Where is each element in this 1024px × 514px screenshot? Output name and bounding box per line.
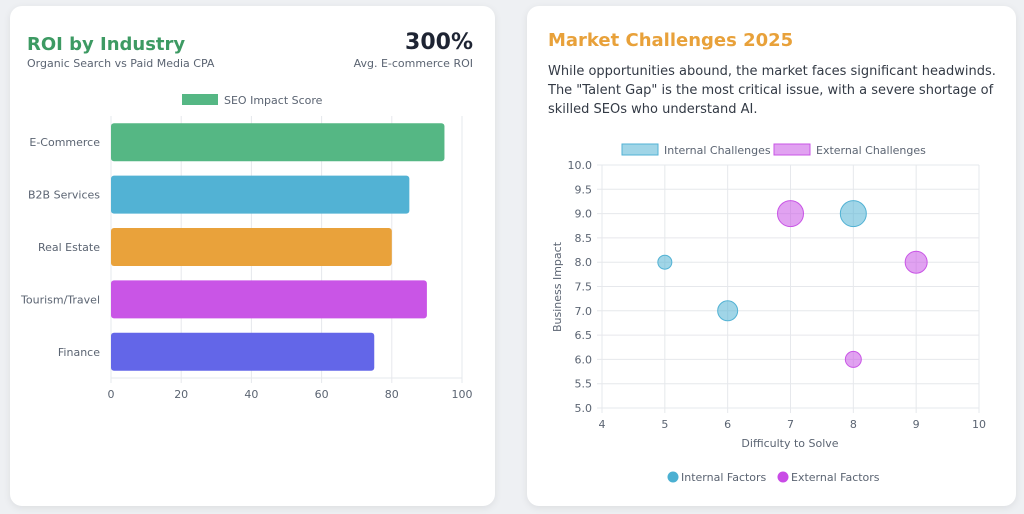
bubble xyxy=(904,250,928,274)
bubble xyxy=(657,254,673,270)
bar xyxy=(111,175,410,214)
x-tick-label: 9 xyxy=(913,418,920,431)
category-label: Finance xyxy=(58,346,100,359)
legend-swatch xyxy=(182,94,218,105)
card-title: ROI by Industry xyxy=(27,34,186,55)
bubble xyxy=(844,350,862,368)
card-title: Market Challenges 2025 xyxy=(548,30,794,51)
y-tick-label: 10.0 xyxy=(568,159,593,172)
category-label: Real Estate xyxy=(38,241,100,254)
y-tick-label: 9.5 xyxy=(575,183,593,196)
bubble xyxy=(717,300,739,322)
bar xyxy=(111,123,445,162)
y-tick-label: 5.0 xyxy=(575,402,593,415)
legend-label: External Challenges xyxy=(816,144,926,157)
legend-swatch xyxy=(773,143,811,156)
y-tick-label: 6.0 xyxy=(575,353,593,366)
y-tick-label: 6.5 xyxy=(575,329,593,342)
bubble xyxy=(839,200,867,228)
x-tick-label: 20 xyxy=(174,388,188,401)
x-tick-label: 60 xyxy=(315,388,329,401)
card-subtitle: Organic Search vs Paid Media CPA xyxy=(27,57,215,70)
x-tick-label: 8 xyxy=(850,418,857,431)
legend-label: SEO Impact Score xyxy=(224,94,323,107)
y-tick-label: 8.0 xyxy=(575,256,593,269)
x-axis-title: Difficulty to Solve xyxy=(741,437,838,450)
category-label: B2B Services xyxy=(28,189,100,202)
x-tick-label: 10 xyxy=(972,418,986,431)
x-tick-label: 100 xyxy=(452,388,473,401)
x-tick-label: 80 xyxy=(385,388,399,401)
x-tick-label: 7 xyxy=(787,418,794,431)
kpi-label: Avg. E-commerce ROI xyxy=(353,57,473,70)
y-tick-label: 9.0 xyxy=(575,208,593,221)
x-tick-label: 4 xyxy=(599,418,606,431)
x-tick-label: 6 xyxy=(724,418,731,431)
x-tick-label: 5 xyxy=(661,418,668,431)
legend-swatch xyxy=(621,143,659,156)
card-paragraph: While opportunities abound, the market f… xyxy=(548,64,996,117)
legend-label: External Factors xyxy=(791,471,880,484)
y-tick-label: 7.5 xyxy=(575,281,593,294)
category-label: Tourism/Travel xyxy=(20,293,100,306)
bar xyxy=(111,280,427,319)
x-tick-label: 0 xyxy=(108,388,115,401)
category-label: E-Commerce xyxy=(29,136,100,149)
legend-label: Internal Factors xyxy=(681,471,767,484)
y-tick-label: 7.0 xyxy=(575,305,593,318)
legend-dot xyxy=(777,471,789,483)
y-tick-label: 8.5 xyxy=(575,232,593,245)
bar xyxy=(111,332,375,371)
market-card: Market Challenges 2025 While opportuniti… xyxy=(527,6,1016,506)
legend-label: Internal Challenges xyxy=(664,144,771,157)
bubble xyxy=(777,200,804,228)
legend-dot xyxy=(667,471,679,483)
bar xyxy=(111,228,392,266)
x-tick-label: 40 xyxy=(244,388,258,401)
y-axis-title: Business Impact xyxy=(551,241,564,332)
y-tick-label: 5.5 xyxy=(575,378,593,391)
kpi-value: 300% xyxy=(405,30,473,55)
